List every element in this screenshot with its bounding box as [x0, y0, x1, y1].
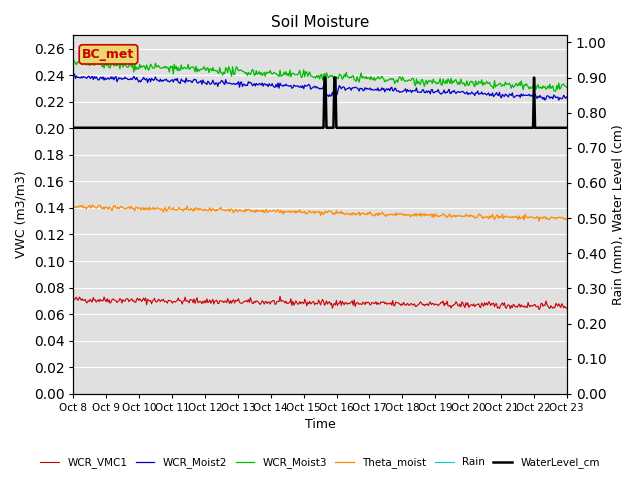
Line: WCR_Moist3: WCR_Moist3 — [74, 60, 566, 91]
WaterLevel_cm — [563, 125, 570, 131]
WCR_VMC1 — [337, 302, 345, 308]
WaterLevel_cm — [552, 125, 559, 131]
WCR_Moist2 — [70, 72, 77, 78]
Theta_moist — [305, 208, 312, 214]
WCR_VMC1 — [563, 305, 570, 311]
WCR_Moist3 — [308, 73, 316, 79]
WCR_Moist2 — [364, 86, 372, 92]
WCR_Moist3 — [364, 75, 372, 81]
Title: Soil Moisture: Soil Moisture — [271, 15, 369, 30]
WCR_VMC1 — [364, 300, 372, 305]
X-axis label: Time: Time — [305, 419, 335, 432]
Rain — [474, 391, 481, 396]
WCR_Moist2 — [70, 71, 78, 77]
WaterLevel_cm — [337, 125, 345, 131]
Theta_moist — [308, 210, 316, 216]
WCR_Moist3 — [551, 88, 559, 94]
Rain — [563, 391, 570, 396]
WaterLevel_cm — [70, 125, 77, 131]
WCR_VMC1 — [475, 301, 483, 307]
Line: WCR_Moist2: WCR_Moist2 — [74, 74, 566, 100]
WaterLevel_cm — [307, 125, 314, 131]
WCR_Moist2 — [552, 95, 559, 100]
WCR_VMC1 — [553, 302, 561, 308]
Theta_moist — [364, 210, 372, 216]
Line: Theta_moist: Theta_moist — [74, 205, 566, 221]
Rain — [551, 391, 559, 396]
WCR_VMC1 — [535, 307, 543, 312]
WaterLevel_cm — [364, 125, 372, 131]
WCR_Moist3 — [563, 84, 570, 90]
WCR_VMC1 — [276, 293, 284, 299]
WaterLevel_cm — [304, 125, 312, 131]
WCR_Moist3 — [475, 78, 483, 84]
WCR_Moist2 — [563, 94, 570, 100]
WCR_Moist2 — [475, 92, 483, 97]
Rain — [363, 391, 371, 396]
WCR_Moist2 — [337, 86, 345, 92]
Theta_moist — [535, 218, 543, 224]
Theta_moist — [475, 212, 483, 217]
Rain — [307, 391, 314, 396]
WCR_Moist3 — [553, 83, 561, 88]
WCR_Moist2 — [555, 97, 563, 103]
WaterLevel_cm — [475, 125, 483, 131]
Theta_moist — [337, 208, 345, 214]
WCR_Moist3 — [70, 58, 77, 63]
WCR_VMC1 — [70, 296, 77, 301]
Y-axis label: VWC (m3/m3): VWC (m3/m3) — [15, 171, 28, 258]
Y-axis label: Rain (mm), Water Level (cm): Rain (mm), Water Level (cm) — [612, 124, 625, 305]
WCR_VMC1 — [308, 300, 316, 306]
Legend: WCR_VMC1, WCR_Moist2, WCR_Moist3, Theta_moist, Rain, WaterLevel_cm: WCR_VMC1, WCR_Moist2, WCR_Moist3, Theta_… — [36, 453, 604, 472]
WCR_Moist3 — [305, 71, 312, 77]
Theta_moist — [553, 215, 561, 221]
Theta_moist — [563, 216, 570, 222]
Rain — [70, 391, 77, 396]
WCR_Moist3 — [337, 73, 345, 79]
WCR_Moist2 — [308, 85, 316, 91]
WCR_VMC1 — [305, 301, 312, 307]
Theta_moist — [88, 202, 96, 208]
Line: WCR_VMC1: WCR_VMC1 — [74, 296, 566, 310]
WCR_Moist2 — [305, 82, 312, 87]
Rain — [337, 391, 344, 396]
Rain — [304, 391, 312, 396]
WCR_Moist3 — [81, 57, 89, 62]
Line: WaterLevel_cm: WaterLevel_cm — [74, 77, 566, 128]
Text: BC_met: BC_met — [83, 48, 134, 61]
WaterLevel_cm — [321, 74, 328, 80]
Theta_moist — [70, 203, 77, 209]
